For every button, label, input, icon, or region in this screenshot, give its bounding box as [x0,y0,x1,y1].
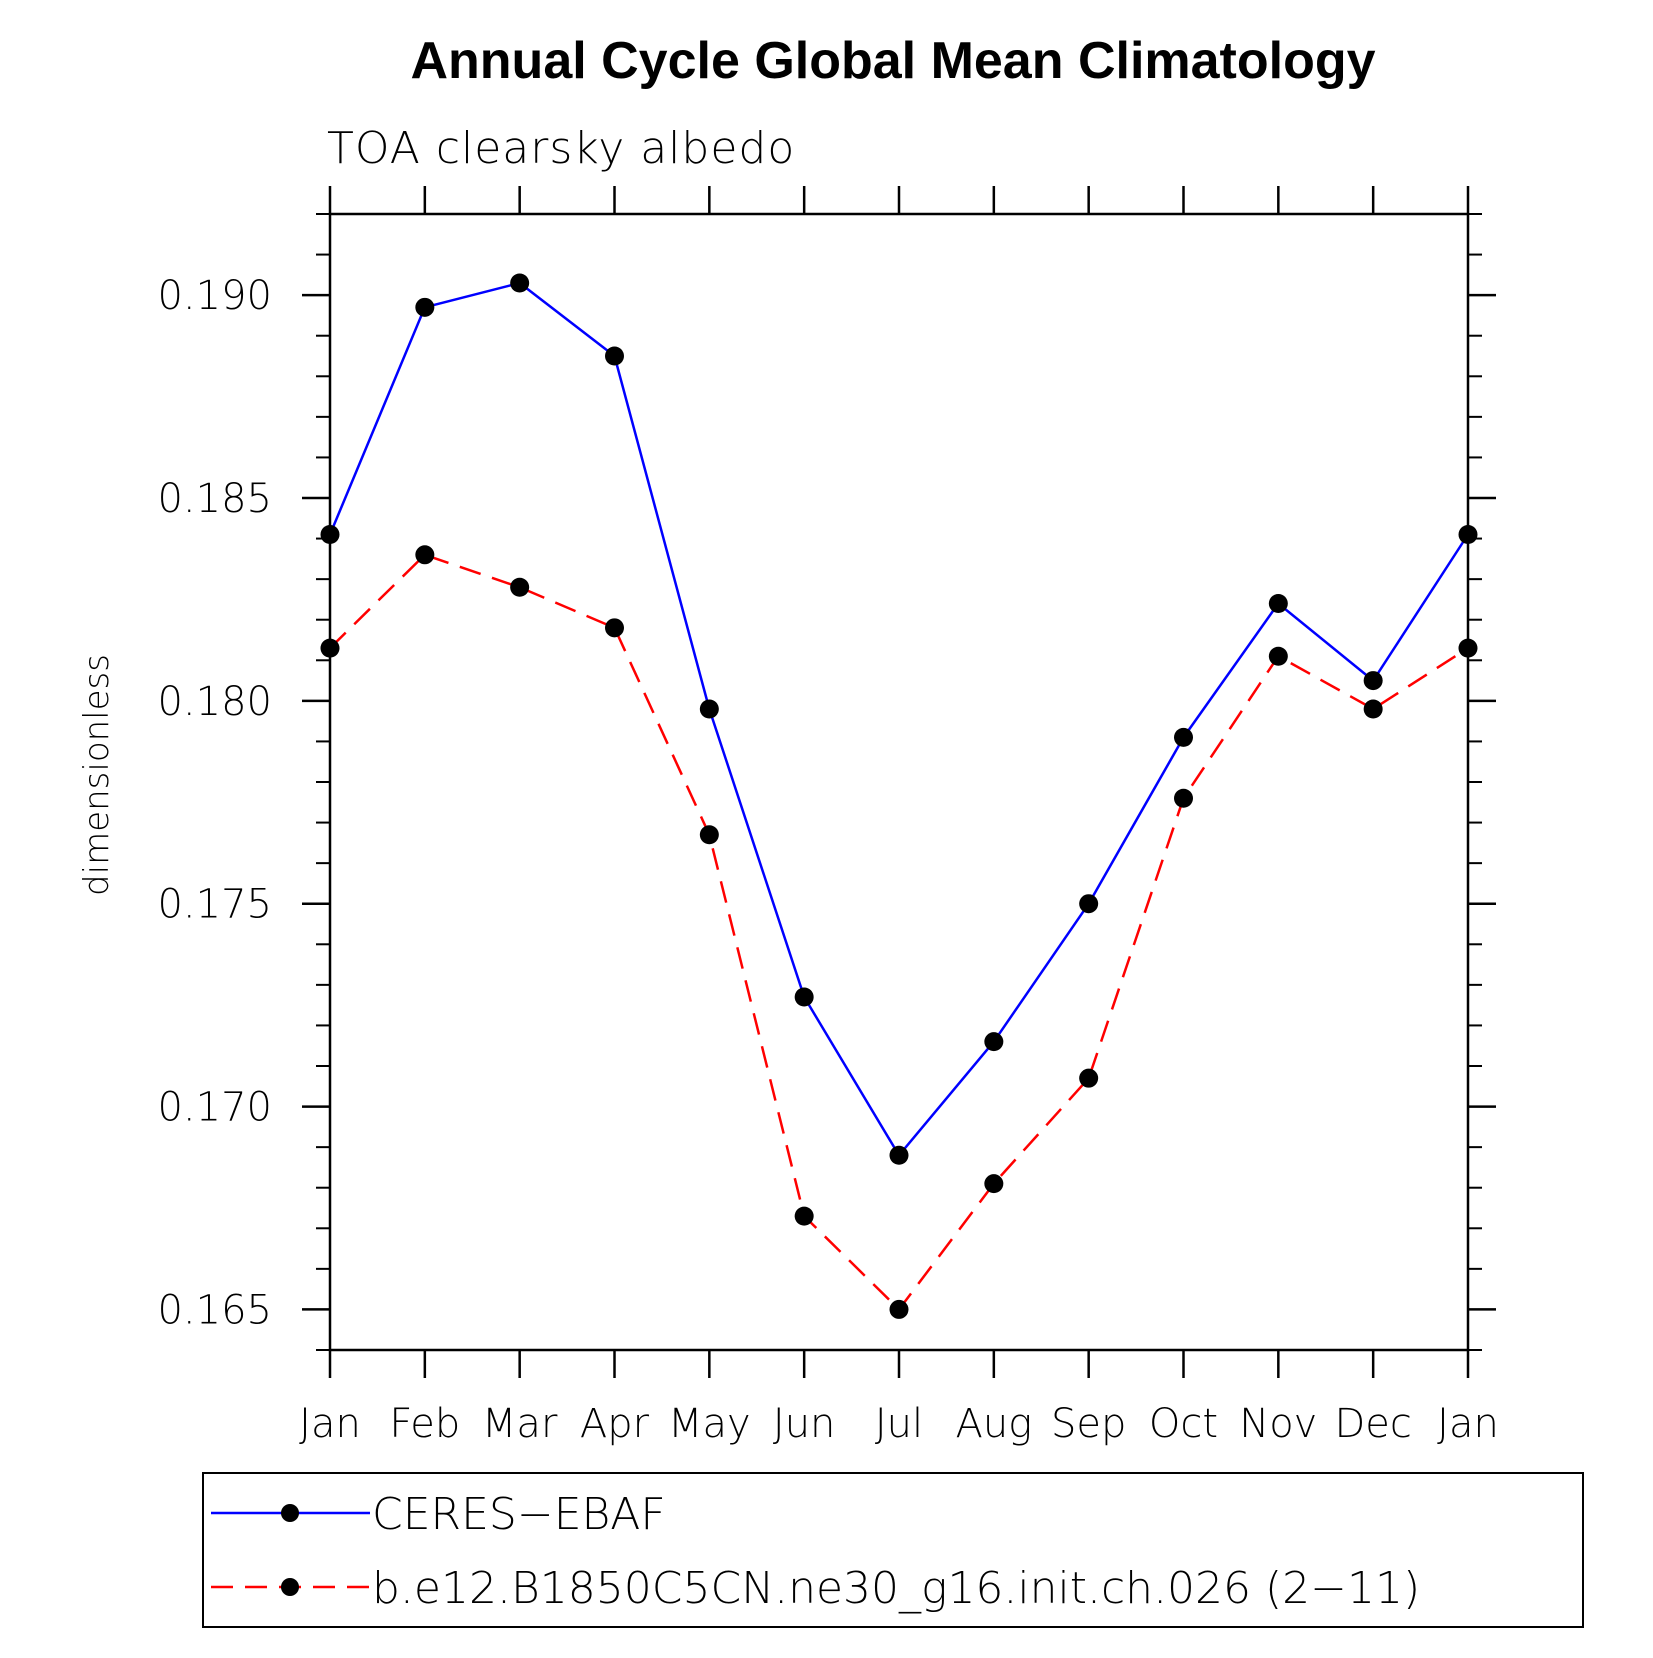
data-point-ceres [510,273,530,293]
series-line-model [329,553,1469,1311]
data-point-model [415,545,435,565]
data-point-ceres [1363,671,1383,691]
x-tick-label: Jan [1437,1401,1499,1447]
data-point-model [1174,788,1193,808]
data-point-model [1363,699,1383,719]
x-tick-label: Sep [1051,1401,1126,1447]
y-tick-label: 0.180 [157,679,272,725]
data-point-ceres [699,699,719,719]
x-tick-label: Apr [580,1401,650,1447]
data-point-model [605,618,624,638]
data-point-ceres [794,987,814,1007]
chart-title: Annual Cycle Global Mean Climatology [410,32,1375,90]
axis-ticks [302,186,1496,1378]
x-tick-label: Mar [482,1401,558,1447]
tick-labels: Jan Feb Mar Apr May Jun Jul Aug Sep Oct Nov Dec Jan 0… [157,273,1498,1447]
data-point-model [699,825,719,845]
series-line-ceres [328,281,1470,1157]
data-point-ceres [605,346,624,366]
x-tick-label: Aug [955,1401,1032,1447]
x-tick-label: Oct [1149,1401,1218,1447]
data-point-ceres [1268,593,1288,613]
x-tick-label: Jan [299,1401,361,1447]
y-tick-label: 0.170 [157,1085,272,1131]
x-tick-label: Nov [1239,1401,1317,1447]
x-tick-label: Jun [773,1401,836,1447]
data-point-ceres [889,1145,909,1165]
legend-label-ceres: CERES−EBAF [372,1489,666,1540]
x-tick-label: May [668,1401,751,1447]
data-point-model [889,1299,909,1319]
x-tick-label: Feb [389,1401,460,1447]
legend-box [202,1472,1584,1628]
plot-border [328,212,1470,1352]
legend-label-model: b.e12.B1850C5CN.ne30_g16.init.ch.026 (2−… [372,1563,1420,1614]
series-points [320,273,1478,1319]
data-point-ceres [1174,727,1193,747]
data-point-ceres [320,525,340,545]
data-point-model [1458,638,1478,658]
data-point-ceres [984,1032,1004,1052]
data-point-model [1268,646,1288,666]
data-point-model [320,638,340,658]
data-point-model [794,1206,814,1226]
y-tick-label: 0.185 [157,476,272,522]
y-tick-label: 0.165 [157,1287,272,1333]
data-point-model [510,577,530,597]
y-tick-label: 0.190 [157,273,272,319]
plot-frame [328,212,1470,1352]
data-point-model [984,1174,1004,1194]
x-tick-label: Jul [875,1401,923,1447]
legend-marker-model [281,1578,299,1596]
legend: CERES−EBAF b.e12.B1850C5CN.ne30_g16.init… [202,1472,1584,1628]
data-point-ceres [415,297,435,317]
data-point-ceres [1458,525,1478,545]
data-point-ceres [1079,894,1099,914]
data-point-model [1079,1068,1099,1088]
y-axis-label: dimensionless [77,654,117,896]
x-tick-label: Dec [1334,1401,1411,1447]
y-tick-label: 0.175 [157,882,272,928]
chart-subtitle: TOA clearsky albedo [327,123,795,174]
legend-marker-ceres [281,1504,299,1522]
